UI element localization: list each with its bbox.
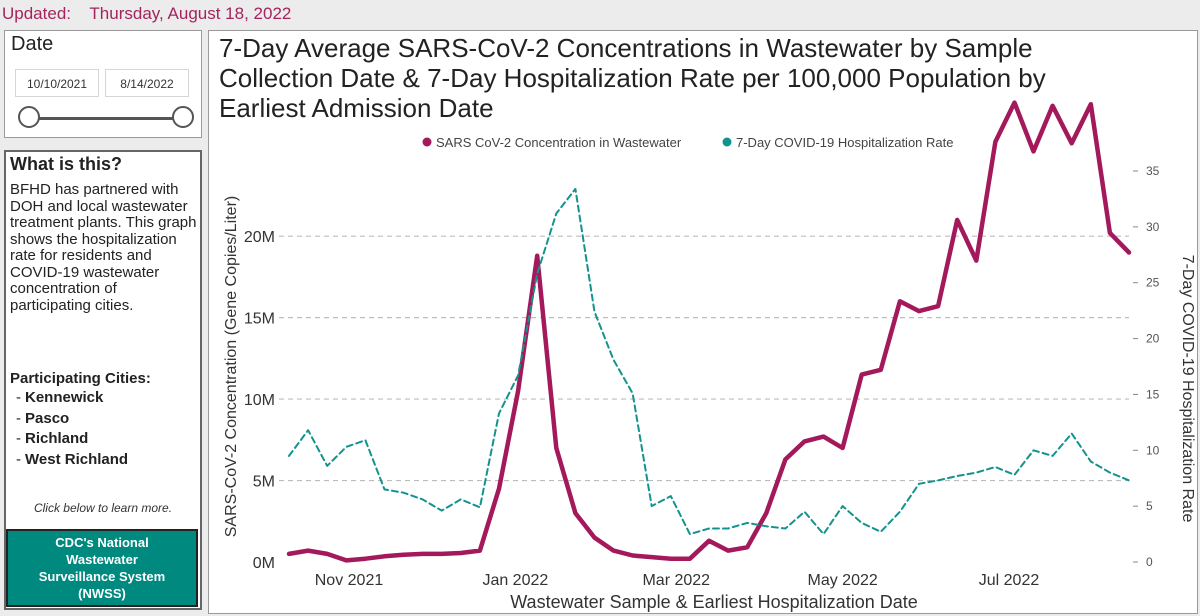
- legend-marker: [722, 137, 732, 147]
- legend-label: 7-Day COVID-19 Hospitalization Rate: [736, 135, 953, 150]
- y-right-axis-title: 7-Day COVID-19 Hospitalization Rate: [1179, 255, 1196, 523]
- cdc-nwss-button-label: CDC's National Wastewater Surveillance S…: [38, 535, 166, 601]
- end-date-input[interactable]: 8/14/2022: [105, 69, 189, 97]
- y-right-tick-label: 30: [1146, 220, 1160, 234]
- legend-marker: [422, 137, 432, 147]
- y-left-tick-label: 20M: [244, 229, 275, 246]
- updated-label: Updated:: [2, 4, 71, 23]
- list-item: - Kennewick: [16, 389, 104, 406]
- date-filter-title: Date: [11, 33, 54, 55]
- info-title: What is this?: [10, 154, 122, 174]
- x-tick-label: Nov 2021: [315, 572, 384, 589]
- info-panel: What is this? BFHD has partnered with DO…: [4, 150, 202, 610]
- y-left-tick-label: 15M: [244, 311, 275, 328]
- updated-date: Thursday, August 18, 2022: [89, 4, 292, 23]
- y-left-tick-label: 0M: [253, 555, 275, 572]
- y-left-tick-label: 5M: [253, 474, 275, 491]
- participating-cities-label: Participating Cities:: [10, 370, 151, 387]
- date-filter-panel: Date 10/10/2021 8/14/2022: [4, 30, 202, 138]
- chart-panel: 7-Day Average SARS-CoV-2 Concentrations …: [208, 30, 1198, 614]
- y-left-tick-label: 10M: [244, 392, 275, 409]
- y-right-tick-label: 15: [1146, 387, 1160, 401]
- x-tick-label: Jan 2022: [482, 572, 548, 589]
- cdc-nwss-button[interactable]: CDC's National Wastewater Surveillance S…: [6, 529, 198, 607]
- date-range-start-handle[interactable]: [18, 106, 40, 128]
- x-axis-title: Wastewater Sample & Earliest Hospitaliza…: [510, 592, 918, 612]
- y-right-tick-label: 0: [1146, 555, 1153, 569]
- updated-line: Updated: Thursday, August 18, 2022: [2, 4, 291, 24]
- list-item: - Richland: [16, 430, 89, 447]
- y-right-tick-label: 10: [1146, 443, 1160, 457]
- y-left-axis-title: SARS-CoV-2 Concentration (Gene Copies/Li…: [223, 196, 240, 538]
- click-note: Click below to learn more.: [33, 501, 173, 515]
- y-right-tick-label: 20: [1146, 332, 1160, 346]
- y-right-tick-label: 5: [1146, 499, 1153, 513]
- chart-svg: 0M 5M 10M 15M 20M 0 5 10 15 20 25 30 35 Nov 2021 Jan 2…: [223, 100, 1196, 612]
- cities-list: - Kennewick - Pasco - Richland - West Richla…: [16, 388, 128, 470]
- date-range-end-handle[interactable]: [172, 106, 194, 128]
- y-right-tick-label: 35: [1146, 164, 1160, 178]
- start-date-input[interactable]: 10/10/2021: [15, 69, 99, 97]
- legend-label: SARS CoV-2 Concentration in Wastewater: [436, 135, 682, 150]
- wastewater-series-line: [286, 100, 1132, 563]
- list-item: - West Richland: [16, 450, 129, 468]
- hospitalization-series-line: [288, 187, 1130, 536]
- x-tick-label: May 2022: [808, 572, 878, 589]
- x-tick-label: Mar 2022: [642, 572, 710, 589]
- date-range-slider-track[interactable]: [29, 117, 183, 120]
- y-right-tick-label: 25: [1146, 276, 1160, 290]
- list-item: - Pasco: [16, 409, 70, 427]
- x-tick-label: Jul 2022: [979, 572, 1040, 589]
- chart-title: 7-Day Average SARS-CoV-2 Concentrations …: [219, 33, 1046, 123]
- info-description: BFHD has partnered with DOH and local wa…: [10, 181, 197, 314]
